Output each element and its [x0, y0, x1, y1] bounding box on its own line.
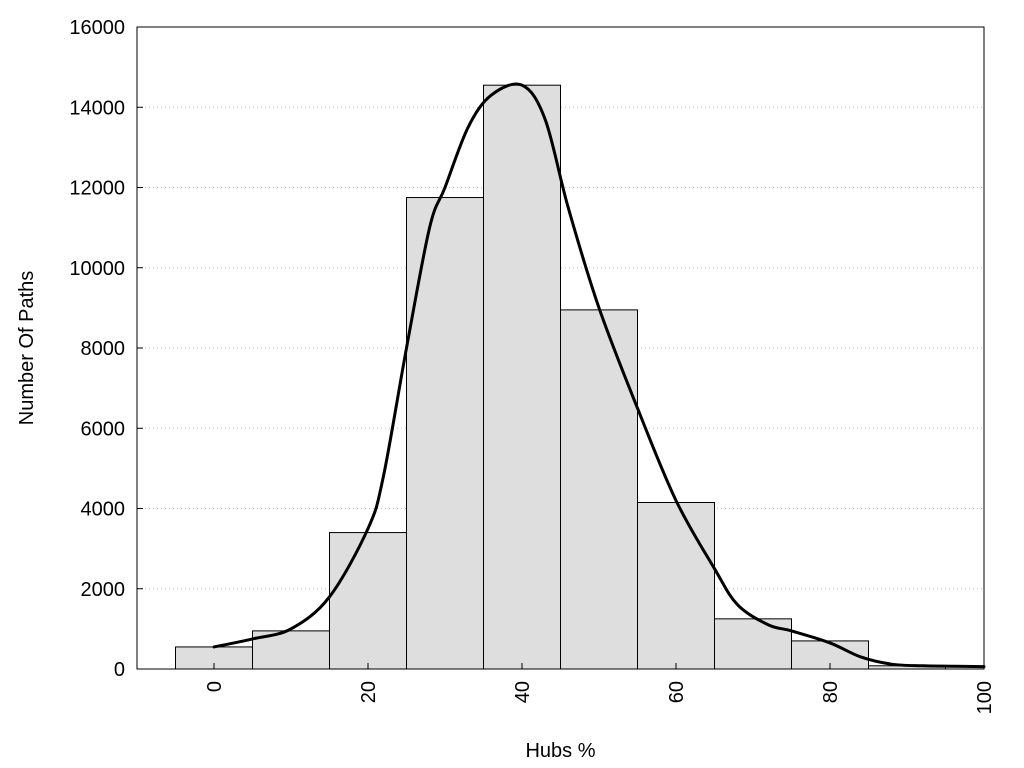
x-axis-ticks: 0 20 40 60 80 100: [204, 663, 996, 714]
histogram-bar: [637, 501, 715, 670]
y-tick-label: 0: [114, 659, 125, 681]
x-tick-label: 80: [820, 681, 842, 703]
histogram-bar: [406, 197, 484, 670]
x-axis-label: Hubs %: [525, 740, 595, 762]
y-tick-label: 14000: [69, 97, 125, 119]
y-tick-label: 10000: [69, 258, 125, 280]
density-curve: [212, 82, 986, 669]
y-axis-label: Number Of Paths: [16, 271, 38, 426]
y-tick-label: 12000: [69, 178, 125, 200]
y-axis-ticks: 0 2000 4000 6000 8000 10000 12000 14000 16000: [69, 17, 143, 681]
histogram-bar: [560, 309, 638, 670]
x-tick-label: 40: [512, 681, 534, 703]
histogram-bar: [714, 618, 792, 670]
histogram-bar: [329, 532, 407, 670]
x-tick-label: 0: [204, 681, 226, 692]
histogram-bars: [175, 84, 946, 670]
x-tick-label: 100: [974, 681, 996, 714]
histogram-bar: [483, 84, 561, 670]
x-tick-label: 60: [666, 681, 688, 703]
y-tick-label: 8000: [81, 338, 126, 360]
y-tick-label: 2000: [81, 579, 126, 601]
x-tick-label: 20: [358, 681, 380, 703]
y-tick-label: 4000: [81, 499, 126, 521]
y-tick-label: 6000: [81, 418, 126, 440]
y-tick-label: 16000: [69, 17, 125, 39]
